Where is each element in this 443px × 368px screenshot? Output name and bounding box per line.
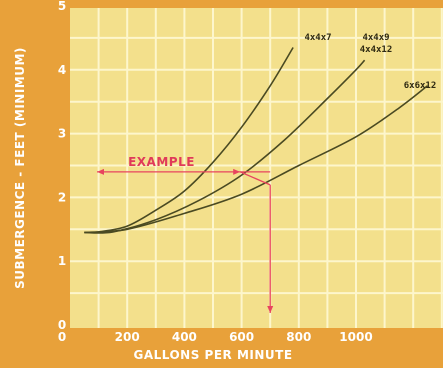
y-tick-label: 4 [58, 63, 66, 77]
x-tick-label: 400 [172, 330, 197, 344]
grid [70, 8, 443, 328]
example-elbow [239, 171, 271, 186]
x-tick-label: 0 [58, 330, 66, 344]
x-tick-label: 800 [286, 330, 311, 344]
x-tick-label: 1000 [339, 330, 372, 344]
series-labels: 4x4x7 4x4x9 4x4x12 6x6x12 [304, 33, 436, 91]
series-lines [84, 47, 428, 234]
series-label-0: 4x4x7 [304, 33, 331, 43]
series-label-2: 6x6x12 [404, 81, 437, 91]
example-arrow-right [233, 168, 241, 175]
y-tick-label: 3 [58, 127, 66, 141]
series-label-1: 4x4x12 [360, 45, 393, 55]
example-label: EXAMPLE [128, 155, 195, 169]
y-tick-label: 2 [58, 190, 66, 204]
series-label-1: 4x4x9 [362, 33, 389, 43]
x-tick-label: 200 [115, 330, 140, 344]
plot-area [70, 8, 443, 328]
example-arrow-left [97, 168, 104, 175]
y-tick-label: 0 [58, 318, 66, 332]
series-line-2 [84, 85, 428, 234]
x-axis-title: GALLONS PER MINUTE [133, 348, 292, 362]
x-tick-label: 600 [229, 330, 254, 344]
tick-labels: 0 200 400 600 800 1000 0 1 2 3 4 5 [58, 0, 373, 344]
example-arrow-down [267, 306, 274, 313]
y-axis-title: SUBMERGENCE - FEET (MINIMUM) [13, 47, 27, 289]
y-tick-label: 1 [58, 254, 66, 268]
y-tick-label: 5 [58, 0, 66, 13]
example-annotation: EXAMPLE [97, 155, 274, 313]
